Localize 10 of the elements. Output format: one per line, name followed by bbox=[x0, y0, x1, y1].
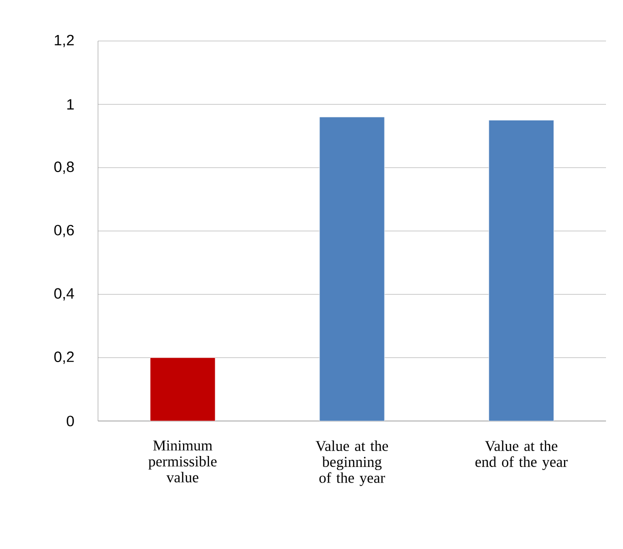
x-tick-label: Minimum permissible value bbox=[148, 440, 217, 482]
y-tick-label: 0,4 bbox=[54, 288, 74, 300]
y-tick-label: 0 bbox=[66, 416, 74, 426]
y-tick-label: 1 bbox=[67, 99, 74, 110]
y-tick-label: 0,8 bbox=[54, 161, 74, 174]
y-tick-label: 1,2 bbox=[54, 34, 74, 48]
x-tick-label: Value at the beginning of the year bbox=[316, 440, 388, 486]
y-tick-label: 0,2 bbox=[54, 351, 74, 364]
x-tick-label: Value at the end of the year bbox=[475, 440, 568, 470]
y-tick-label: 0,6 bbox=[54, 224, 74, 238]
